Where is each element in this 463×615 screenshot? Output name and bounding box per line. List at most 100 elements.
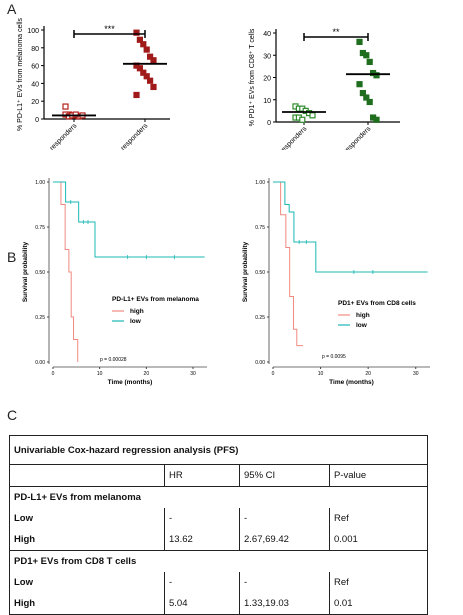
data-point xyxy=(143,73,150,80)
table-title: Univariable Cox-hazard regression analys… xyxy=(8,435,429,465)
data-point xyxy=(366,98,373,106)
x-tick-label: 20 xyxy=(144,371,150,377)
x-tick-label: 20 xyxy=(365,371,371,377)
x-tick-label: non responders xyxy=(110,122,150,150)
x-tick-label: 10 xyxy=(318,371,324,377)
ci-cell: - xyxy=(239,508,330,529)
p-value: p = 0.0095 xyxy=(322,354,346,360)
group-label: PD-L1+ EVs from melanoma xyxy=(8,486,429,508)
y-tick-label: 0.00 xyxy=(35,360,45,366)
y-tick-label: 1.00 xyxy=(35,180,45,186)
data-point xyxy=(147,53,154,60)
table-row: High 5.04 1.33,19.03 0.01 xyxy=(9,593,429,615)
panel-label-a: A xyxy=(7,1,17,17)
y-tick-label: 1.00 xyxy=(255,180,265,186)
data-point xyxy=(150,83,157,91)
table-header-cell: HR xyxy=(164,464,240,487)
table-row: High 13.62 2.67,69.42 0.001 xyxy=(9,529,429,551)
survival-curve-high xyxy=(53,181,79,362)
data-point xyxy=(359,89,367,97)
data-point xyxy=(309,112,316,119)
y-axis-label: % PD1⁺ EVs from CD8⁺ T cells xyxy=(249,28,256,126)
p-cell: 0.001 xyxy=(328,529,429,551)
data-point xyxy=(147,77,154,84)
y-tick-label: 0.75 xyxy=(255,225,265,231)
row-label: Low xyxy=(9,508,165,529)
data-point xyxy=(140,41,147,48)
x-tick-label: responders xyxy=(279,125,309,150)
data-point xyxy=(143,46,150,53)
km-plot-pd1-cd8: 0.00 0.25 0.50 0.75 1.00 0 10 20 30 Time (months)… xyxy=(242,178,430,386)
x-axis-label: Time (months) xyxy=(329,379,374,386)
legend-title: PD-L1+ EVs from melanoma xyxy=(112,296,199,303)
x-axis-label: Time (months) xyxy=(108,379,153,386)
survival-curve-low xyxy=(53,181,205,258)
hr-cell: - xyxy=(164,572,240,593)
p-value: p = 0.00028 xyxy=(100,357,127,363)
data-point xyxy=(356,81,363,88)
y-tick-label: 80 xyxy=(31,46,39,53)
data-point xyxy=(133,91,140,99)
y-tick-label: 0 xyxy=(35,117,39,124)
table-row: Low - - Ref xyxy=(9,508,429,529)
data-point xyxy=(373,116,380,123)
data-point xyxy=(299,116,306,123)
table-header-cell xyxy=(9,464,165,487)
hr-cell: - xyxy=(164,508,240,529)
x-tick-label: 10 xyxy=(97,371,103,377)
y-tick-label: 0.25 xyxy=(255,315,265,321)
y-tick-label: 20 xyxy=(31,99,39,106)
survival-curve-low xyxy=(273,181,428,273)
data-point xyxy=(136,36,143,43)
y-tick-label: 0.50 xyxy=(255,270,265,276)
y-tick-label: 0.50 xyxy=(35,270,45,276)
table-header-cell: 95% CI xyxy=(239,464,330,487)
y-tick-label: 0 xyxy=(267,120,271,127)
y-axis-label: Survival probability xyxy=(22,241,29,302)
x-tick-label: non responders xyxy=(333,125,373,150)
y-tick-label: 100 xyxy=(27,28,39,35)
data-point xyxy=(133,29,140,36)
km-plot-pdl1-melanoma: 0.00 0.25 0.50 0.75 1.00 0 10 20 30 Time (months)… xyxy=(22,178,207,386)
p-cell: 0.01 xyxy=(328,593,429,615)
y-tick-label: 60 xyxy=(31,64,39,71)
p-cell: Ref xyxy=(328,572,429,593)
ci-cell: - xyxy=(239,572,330,593)
p-cell: Ref xyxy=(328,508,429,529)
ci-cell: 1.33,19.03 xyxy=(239,593,330,615)
cox-regression-table: Univariable Cox-hazard regression analys… xyxy=(8,435,429,615)
data-point xyxy=(363,94,370,101)
legend-title: PD1+ EVs from CD8 cells xyxy=(338,300,416,307)
table-group-row: PD1+ EVs from CD8 T cells xyxy=(8,550,429,572)
ci-cell: 2.67,69.42 xyxy=(239,529,330,551)
y-tick-label: 10 xyxy=(263,98,271,105)
table-group-row: PD-L1+ EVs from melanoma xyxy=(8,486,429,508)
hr-cell: 5.04 xyxy=(164,593,240,615)
row-label: High xyxy=(9,593,165,615)
x-tick-label: 0 xyxy=(272,371,275,377)
data-point xyxy=(140,69,147,76)
y-tick-label: 30 xyxy=(263,53,271,60)
x-tick-label: 0 xyxy=(52,371,55,377)
significance-stars: ** xyxy=(332,27,340,37)
x-tick-label: 30 xyxy=(190,371,196,377)
x-tick-label: responders xyxy=(49,122,79,150)
y-tick-label: 20 xyxy=(263,76,271,83)
data-point xyxy=(363,52,370,59)
hr-cell: 13.62 xyxy=(164,529,240,551)
panel-label-b: B xyxy=(7,249,17,265)
y-tick-label: 40 xyxy=(263,31,271,38)
data-point xyxy=(356,38,363,45)
legend-label-low: low xyxy=(356,322,368,329)
data-point xyxy=(373,72,380,79)
y-tick-label: 0.00 xyxy=(255,360,265,366)
legend-label-low: low xyxy=(130,318,142,325)
data-point xyxy=(150,57,157,64)
data-point xyxy=(136,65,143,72)
y-axis-label: % PD-L1⁺ EVs from melanoma cells xyxy=(17,17,24,131)
table-header-cell: P-value xyxy=(328,464,429,487)
y-axis-label: Survival probability xyxy=(242,241,249,302)
x-tick-label: 30 xyxy=(413,371,419,377)
panel-label-c: C xyxy=(7,407,18,423)
row-label: Low xyxy=(9,572,165,593)
